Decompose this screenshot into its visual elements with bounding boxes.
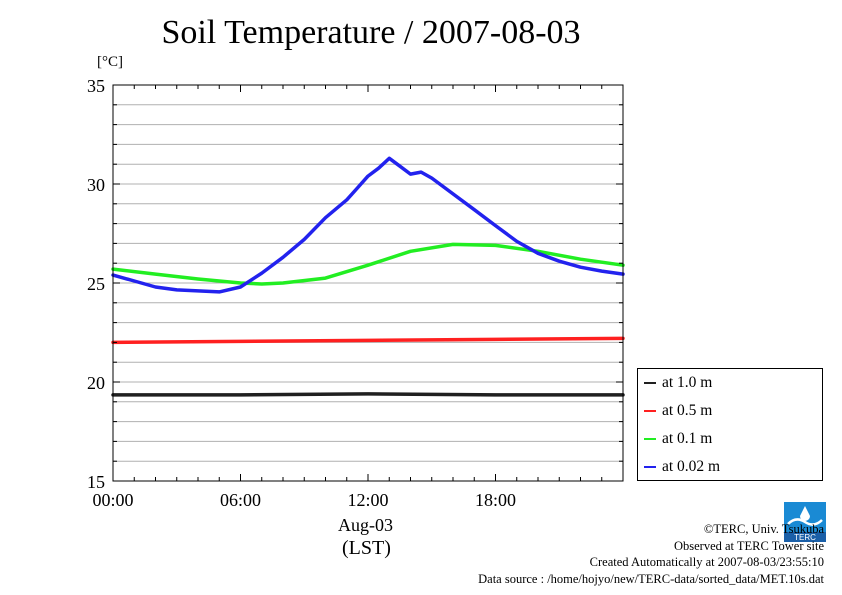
y-tick-label: 25 xyxy=(87,274,105,294)
credit-created: Created Automatically at 2007-08-03/23:5… xyxy=(589,555,824,570)
legend-swatch xyxy=(644,410,656,412)
legend-label: at 0.02 m xyxy=(662,458,721,475)
y-tick-label: 30 xyxy=(87,175,105,195)
legend-item-0.1m: at 0.1 m xyxy=(644,429,712,449)
legend-item-0.02m: at 0.02 m xyxy=(644,457,720,477)
axis-ticks: 15 20 25 30 35 00:00 06:00 12:00 18:00 xyxy=(87,76,624,510)
credit-source: Data source : /home/hojyo/new/TERC-data/… xyxy=(478,571,824,586)
series-line-1 xyxy=(111,336,625,345)
legend-label: at 1.0 m xyxy=(662,374,713,391)
x-tick-label: 00:00 xyxy=(92,490,133,510)
credit-copyright: ©TERC, Univ. Tsukuba xyxy=(703,522,824,536)
series-lines xyxy=(111,156,625,397)
x-zone-label: (LST) xyxy=(342,537,391,559)
credit-site: Observed at TERC Tower site xyxy=(673,538,824,553)
y-tick-label: 15 xyxy=(87,472,105,492)
credits-block: ©TERC, Univ. Tsukuba Observed at TERC To… xyxy=(478,521,824,587)
legend-label: at 0.5 m xyxy=(662,402,713,419)
legend-item-0.5m: at 0.5 m xyxy=(644,401,712,421)
terc-logo: TERC xyxy=(784,502,826,542)
y-axis-unit-label: [°C] xyxy=(97,54,123,70)
series-line-3 xyxy=(111,156,625,294)
chart-legend: at 1.0 m at 0.5 m at 0.1 m at 0.02 m xyxy=(637,368,823,481)
y-tick-label: 20 xyxy=(87,373,105,393)
x-tick-label: 18:00 xyxy=(475,490,516,510)
y-tick-label: 35 xyxy=(87,76,105,96)
logo-text: TERC xyxy=(794,533,816,542)
x-date-label: Aug-03 xyxy=(338,515,393,535)
series-line-2 xyxy=(111,242,625,286)
legend-swatch xyxy=(644,438,656,440)
x-tick-label: 06:00 xyxy=(220,490,261,510)
legend-swatch xyxy=(644,382,656,384)
legend-item-1m: at 1.0 m xyxy=(644,373,712,393)
chart-title: Soil Temperature / 2007-08-03 xyxy=(161,14,581,51)
legend-label: at 0.1 m xyxy=(662,430,713,447)
series-line-0 xyxy=(111,392,625,397)
legend-swatch xyxy=(644,466,656,468)
x-tick-label: 12:00 xyxy=(347,490,388,510)
grid-lines xyxy=(113,104,623,462)
